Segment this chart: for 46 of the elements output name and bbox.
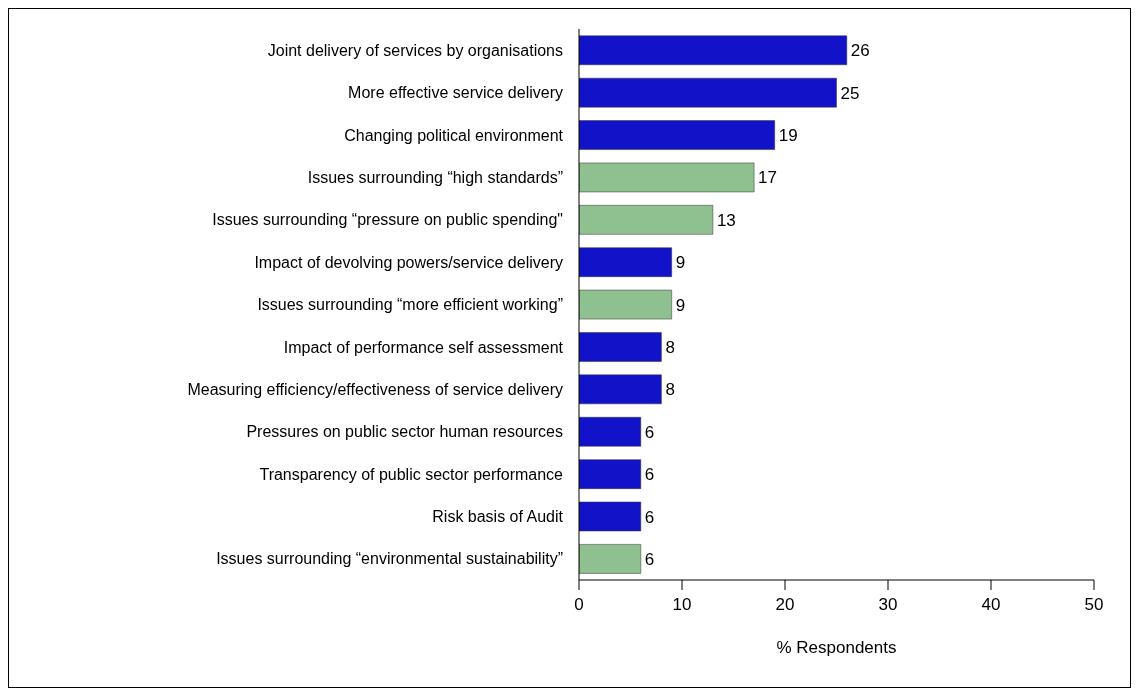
x-tick-label: 0: [574, 595, 584, 615]
y-tick-label: Impact of devolving powers/service delivery: [254, 253, 563, 271]
bar: [579, 120, 775, 150]
y-tick-label: Issues surrounding “high standards”: [307, 169, 563, 187]
y-tick-label: Risk basis of Audit: [432, 508, 564, 526]
bar: [579, 416, 642, 447]
bar: [579, 35, 848, 66]
bar: [579, 289, 672, 320]
bar: [579, 205, 714, 235]
x-tick-label: 10: [672, 595, 692, 615]
x-tick-label: 50: [1084, 595, 1104, 615]
y-tick-label: Impact of performance self assessment: [283, 338, 564, 356]
bar: [579, 501, 642, 532]
data-label: 8: [665, 380, 675, 400]
bar: [579, 544, 642, 574]
bar: [579, 77, 837, 108]
bar: [579, 374, 662, 405]
y-tick-label: Transparency of public sector performance: [259, 465, 564, 483]
x-tick-label: 20: [775, 595, 795, 615]
y-tick-label: More effective service delivery: [348, 84, 563, 102]
y-tick-label: Pressures on public sector human resources: [246, 423, 563, 441]
data-label: 6: [644, 507, 655, 527]
y-tick-label: Changing political environment: [344, 126, 564, 144]
data-label: 6: [644, 422, 655, 442]
data-label: 26: [850, 41, 870, 61]
data-label: 6: [644, 465, 655, 485]
data-label: 17: [758, 168, 778, 188]
bar: [579, 459, 642, 489]
x-tick-label: 40: [981, 595, 1001, 615]
y-tick-label: Issues surrounding “environmental sustainability”: [216, 550, 563, 568]
bar: [579, 162, 755, 193]
y-tick-label: Joint delivery of services by organisations: [267, 41, 563, 59]
x-axis-title: % Respondents: [776, 638, 897, 657]
data-label: 19: [778, 126, 798, 146]
data-label: 8: [665, 338, 675, 358]
y-tick-label: Issues surrounding “more efficient working”: [257, 296, 563, 314]
data-label: 9: [675, 253, 686, 273]
data-label: 25: [840, 83, 860, 103]
data-label: 6: [644, 549, 655, 569]
y-tick-label: Issues surrounding “pressure on public spending": [212, 211, 563, 229]
data-label: 13: [716, 210, 736, 230]
data-label: 9: [675, 295, 686, 315]
x-tick-label: 30: [878, 595, 898, 615]
y-tick-label: Measuring efficiency/effectiveness of service delivery: [187, 380, 563, 398]
bar: [579, 332, 662, 362]
bar: [579, 247, 672, 277]
